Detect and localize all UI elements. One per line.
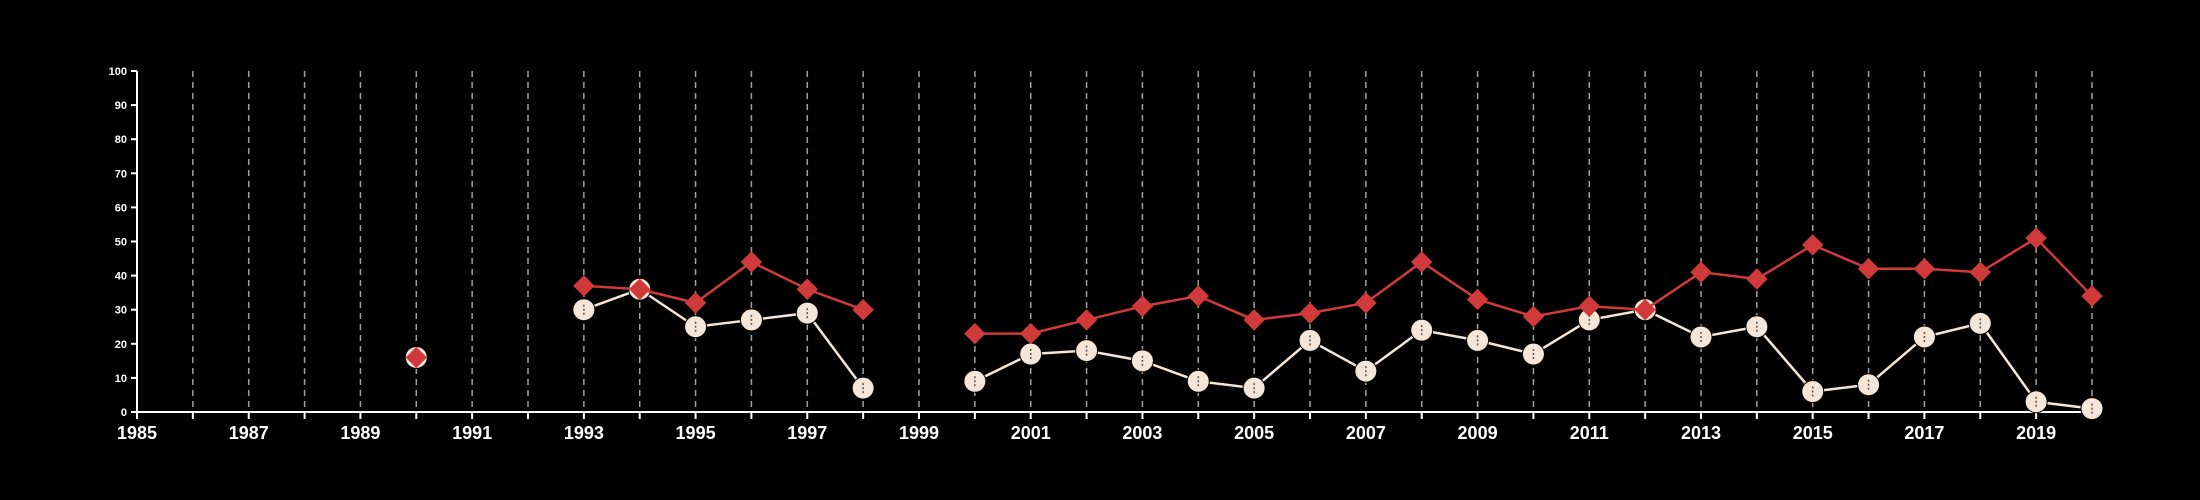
red-series-point: [629, 278, 651, 300]
red-series-point: [1411, 251, 1433, 273]
x-tick-label: 1991: [452, 423, 492, 443]
red-series-point: [2025, 227, 2047, 249]
x-tick-label: 2009: [1458, 423, 1498, 443]
y-tick-label: 70: [115, 168, 127, 180]
red-series-point: [1355, 292, 1377, 314]
red-series-point: [740, 251, 763, 273]
y-tick-label: 0: [121, 407, 127, 419]
y-tick-label: 80: [115, 134, 127, 146]
red-series-point: [1020, 322, 1042, 345]
y-tick-label: 60: [115, 202, 127, 214]
x-tick-labels: 1985 1987 1989 1991 1993 1995 1997 1999 2001 2003…: [117, 412, 2093, 443]
y-tick-label: 90: [115, 100, 127, 112]
x-tick-label: 1997: [787, 423, 827, 443]
x-tick-label: 1995: [676, 423, 716, 443]
red-series-point: [1131, 295, 1154, 317]
red-series-point: [573, 275, 595, 297]
y-tick-label: 40: [115, 271, 127, 283]
red-series-point: [1522, 305, 1545, 328]
red-series-point: [1634, 298, 1656, 321]
x-tick-label: 1993: [564, 423, 604, 443]
y-tick-label: 20: [115, 339, 127, 351]
red-series-point: [852, 298, 874, 321]
series-red: [405, 227, 2103, 369]
y-tick-label: 10: [115, 373, 127, 385]
y-tick-label: 100: [109, 66, 127, 78]
x-tick-label: 1999: [899, 423, 939, 443]
red-series-point: [2081, 285, 2103, 307]
red-series-point: [1187, 285, 1209, 307]
x-tick-label: 2007: [1346, 423, 1386, 443]
x-tick-label: 2013: [1681, 423, 1721, 443]
x-tick-label: 2015: [1793, 423, 1833, 443]
y-tick-labels: 0 10 20 30 40 50 60 70 80 90 100: [109, 66, 137, 419]
red-series-point: [1690, 261, 1712, 283]
red-series-point: [405, 346, 427, 369]
x-tick-label: 2011: [1570, 423, 1609, 443]
x-tick-label: 1985: [117, 423, 157, 443]
x-tick-label: 1989: [340, 423, 380, 443]
x-tick-label: 1987: [229, 423, 269, 443]
y-tick-label: 50: [115, 237, 127, 249]
red-series-point: [1746, 268, 1768, 290]
red-series-point: [684, 292, 707, 314]
red-series-point: [1299, 302, 1321, 324]
red-series-point: [1466, 288, 1489, 311]
grid-lines: [192, 71, 2093, 412]
x-tick-label: 2019: [2016, 423, 2056, 443]
x-tick-label: 2017: [1904, 423, 1944, 443]
red-series-point: [1913, 258, 1936, 280]
red-series-point: [1802, 234, 1824, 256]
red-series-point: [1857, 258, 1880, 280]
red-series-point: [1075, 309, 1098, 331]
y-tick-label: 30: [115, 305, 127, 317]
red-series-point: [964, 322, 986, 345]
x-tick-label: 2005: [1234, 423, 1274, 443]
red-series-point: [1578, 295, 1600, 317]
x-tick-label: 2003: [1122, 423, 1162, 443]
x-tick-label: 2001: [1011, 423, 1051, 443]
red-series-point: [1969, 261, 1991, 283]
red-series-point: [1243, 309, 1265, 331]
red-series-point: [796, 278, 818, 300]
